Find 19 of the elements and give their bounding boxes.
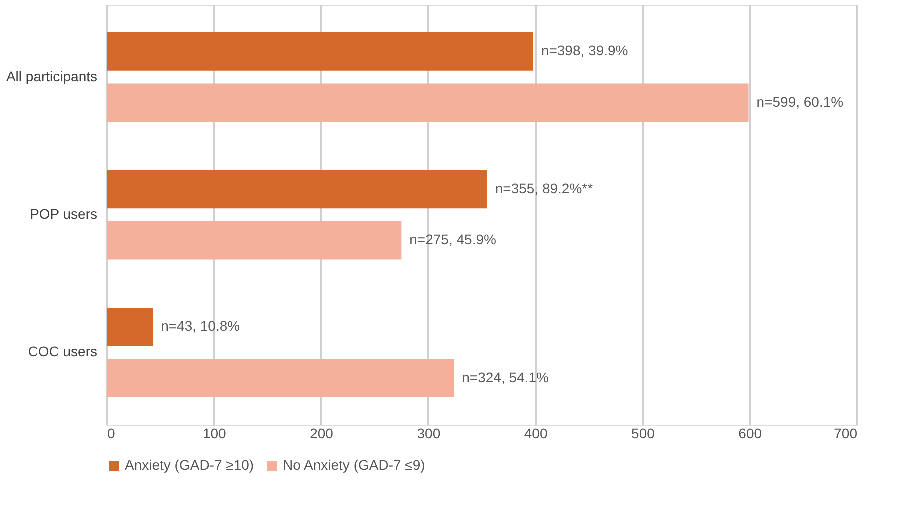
legend-label: Anxiety (GAD-7 ≥10) — [125, 457, 254, 473]
data-label: n=355, 89.2%** — [495, 180, 594, 196]
y-tick-label: POP users — [30, 206, 98, 222]
x-tick-label: 100 — [202, 426, 227, 442]
x-tick-label: 500 — [632, 426, 656, 442]
x-tick-label: 700 — [834, 426, 858, 442]
data-label: n=324, 54.1% — [462, 369, 549, 386]
x-tick-label: 200 — [310, 426, 334, 442]
y-tick-label: All participants — [6, 68, 98, 84]
x-tick-label: 600 — [738, 426, 762, 442]
data-label: n=43, 10.8% — [161, 318, 240, 334]
x-tick-label: 400 — [524, 426, 548, 442]
data-label: n=398, 39.9% — [541, 42, 628, 59]
data-label: n=599, 60.1% — [756, 94, 844, 110]
x-tick-label: 0 — [108, 426, 116, 442]
x-tick-label: 300 — [417, 426, 441, 442]
legend-label: No Anxiety (GAD-7 ≤9) — [283, 457, 426, 473]
y-tick-label: COC users — [28, 344, 98, 360]
data-label: n=275, 45.9% — [410, 232, 496, 248]
